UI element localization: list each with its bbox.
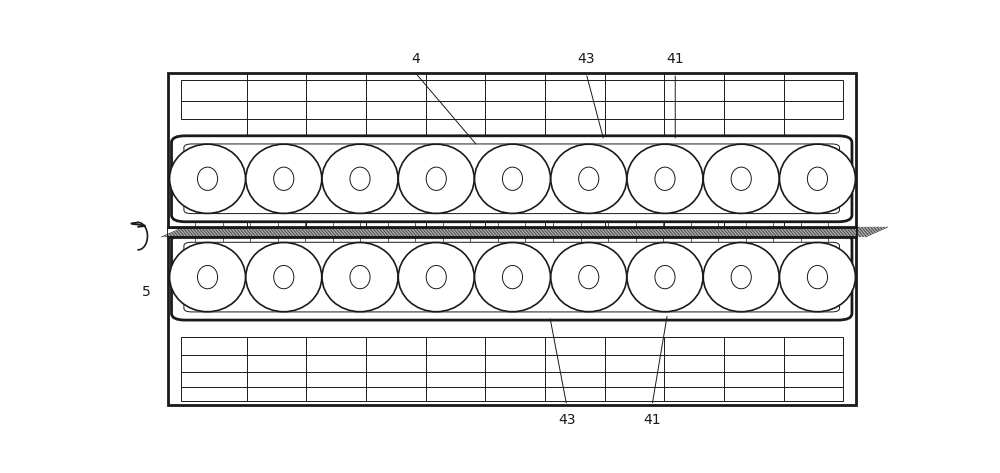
Ellipse shape bbox=[398, 144, 474, 213]
Bar bbox=[181, 337, 843, 401]
Ellipse shape bbox=[322, 144, 398, 213]
FancyBboxPatch shape bbox=[172, 234, 852, 320]
Ellipse shape bbox=[197, 265, 218, 289]
Ellipse shape bbox=[502, 167, 523, 191]
Ellipse shape bbox=[475, 243, 550, 312]
Ellipse shape bbox=[731, 167, 751, 191]
Ellipse shape bbox=[398, 243, 474, 312]
Ellipse shape bbox=[779, 144, 855, 213]
Ellipse shape bbox=[426, 265, 446, 289]
Ellipse shape bbox=[246, 243, 322, 312]
Bar bbox=[168, 227, 856, 237]
Ellipse shape bbox=[627, 243, 703, 312]
Bar bbox=[181, 80, 843, 119]
Text: 43: 43 bbox=[577, 52, 595, 66]
Ellipse shape bbox=[170, 144, 246, 213]
FancyBboxPatch shape bbox=[172, 136, 852, 222]
Ellipse shape bbox=[274, 265, 294, 289]
Ellipse shape bbox=[807, 265, 828, 289]
Text: 4: 4 bbox=[411, 52, 420, 66]
Ellipse shape bbox=[426, 167, 446, 191]
Ellipse shape bbox=[350, 167, 370, 191]
Ellipse shape bbox=[703, 243, 779, 312]
Ellipse shape bbox=[502, 265, 523, 289]
Ellipse shape bbox=[475, 144, 550, 213]
Bar bbox=[168, 73, 856, 404]
Ellipse shape bbox=[246, 144, 322, 213]
Ellipse shape bbox=[170, 243, 246, 312]
Text: 43: 43 bbox=[558, 413, 576, 427]
Ellipse shape bbox=[731, 265, 751, 289]
Text: 5: 5 bbox=[142, 285, 150, 298]
Ellipse shape bbox=[655, 265, 675, 289]
Text: 41: 41 bbox=[666, 52, 684, 66]
Ellipse shape bbox=[579, 265, 599, 289]
Ellipse shape bbox=[322, 243, 398, 312]
Ellipse shape bbox=[627, 144, 703, 213]
Ellipse shape bbox=[551, 144, 627, 213]
Ellipse shape bbox=[197, 167, 218, 191]
Ellipse shape bbox=[655, 167, 675, 191]
Ellipse shape bbox=[579, 167, 599, 191]
Text: 41: 41 bbox=[643, 413, 661, 427]
Bar bbox=[168, 227, 856, 237]
Ellipse shape bbox=[350, 265, 370, 289]
Ellipse shape bbox=[703, 144, 779, 213]
Ellipse shape bbox=[551, 243, 627, 312]
Ellipse shape bbox=[274, 167, 294, 191]
Ellipse shape bbox=[807, 167, 828, 191]
Ellipse shape bbox=[779, 243, 855, 312]
